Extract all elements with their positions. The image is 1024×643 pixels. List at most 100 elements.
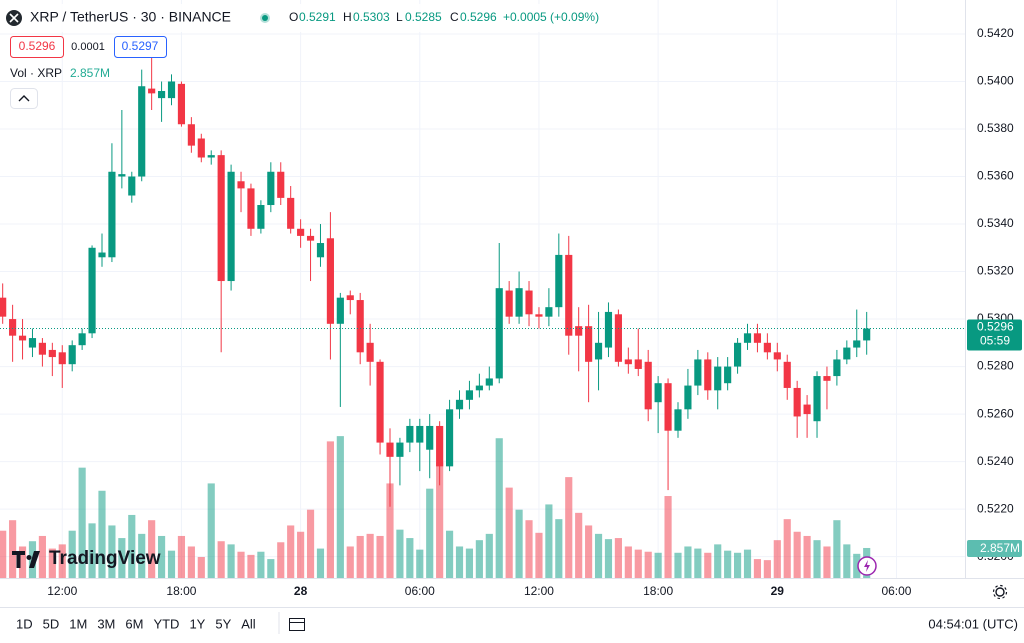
- alert-glyph: [864, 560, 870, 572]
- volume-bar: [366, 533, 374, 578]
- candle-body: [674, 409, 682, 431]
- sell-button[interactable]: [10, 36, 64, 58]
- buy-button[interactable]: [114, 36, 167, 58]
- ohlc-label: H: [343, 10, 352, 24]
- range-button[interactable]: All: [241, 616, 256, 631]
- candle-body: [475, 385, 483, 391]
- volume-bar: [128, 514, 136, 578]
- volume-bar: [78, 467, 86, 578]
- spread: 0.0001: [71, 41, 105, 53]
- volume-bar: [535, 532, 543, 578]
- range-button[interactable]: 6M: [125, 616, 143, 631]
- settings-icon[interactable]: [995, 587, 1005, 597]
- volume-bar: [138, 533, 146, 578]
- candle-body: [604, 311, 613, 348]
- volume-bar: [763, 560, 771, 578]
- logo-text: TradingView: [49, 548, 161, 569]
- candle-body: [525, 290, 533, 315]
- volume-bar: [793, 531, 801, 578]
- volume-legend: Vol · XRP: [10, 66, 62, 80]
- volume-bar: [545, 504, 553, 578]
- candle-body: [803, 404, 811, 415]
- volume-bar: [167, 550, 176, 578]
- candle-body: [326, 238, 334, 324]
- candle-body: [714, 366, 722, 391]
- candle-body: [446, 409, 454, 467]
- candle-body: [465, 390, 474, 400]
- volume-bar: [743, 549, 752, 578]
- symbol-title[interactable]: XRP / TetherUS · 30 · BINANCE: [30, 9, 231, 25]
- candle-body: [813, 376, 821, 422]
- candle-body: [565, 254, 573, 336]
- candle-body: [654, 383, 662, 403]
- ohlc-value: 0.5285: [405, 10, 442, 24]
- candle-body: [515, 288, 523, 317]
- candle-body: [356, 300, 364, 353]
- candle-body: [773, 352, 781, 360]
- range-button[interactable]: 1M: [69, 616, 87, 631]
- y-tick-label: 0.5340: [977, 216, 1014, 230]
- volume-bar: [187, 546, 195, 578]
- candle-body: [237, 181, 245, 189]
- volume-bar: [555, 519, 563, 578]
- candle-body: [267, 171, 275, 206]
- status-dot: [262, 15, 268, 21]
- grid: [0, 0, 965, 578]
- volume-bar: [356, 535, 364, 578]
- candle-body: [624, 359, 632, 365]
- candle-body: [68, 345, 76, 365]
- volume-bar: [0, 530, 7, 578]
- candle-body: [187, 124, 195, 146]
- range-button[interactable]: 1D: [16, 616, 33, 631]
- volume-bar: [38, 535, 46, 578]
- candle-body: [585, 326, 593, 362]
- x-tick-label: 28: [294, 584, 308, 598]
- volume-bar: [803, 535, 811, 578]
- volume-bar: [346, 546, 354, 578]
- range-button[interactable]: YTD: [153, 616, 179, 631]
- clock[interactable]: 04:54:01 (UTC): [928, 616, 1018, 631]
- volume-bar: [227, 544, 235, 578]
- candle-body: [366, 342, 374, 362]
- volume-bar: [217, 541, 225, 578]
- ohlc-label: O: [289, 10, 298, 24]
- range-button[interactable]: 5D: [43, 616, 60, 631]
- volume-bar: [177, 535, 186, 578]
- candle-body: [148, 88, 156, 94]
- volume-bar: [148, 520, 156, 578]
- volume-bar: [634, 549, 642, 578]
- candle-body: [376, 361, 384, 443]
- candle-body: [118, 174, 126, 177]
- x-tick-label: 06:00: [405, 584, 435, 598]
- volume-bar: [426, 488, 434, 578]
- x-tick-label: 12:00: [524, 584, 554, 598]
- sell-price[interactable]: 0.5296: [19, 39, 56, 53]
- volume-bar: [644, 551, 652, 578]
- volume-bar: [207, 483, 215, 578]
- volume-bar: [495, 438, 503, 578]
- candle-body: [138, 86, 146, 177]
- date-range-icon[interactable]: [289, 618, 305, 631]
- candle-body: [644, 361, 652, 410]
- candle-body: [406, 425, 414, 443]
- buy-price[interactable]: 0.5297: [122, 39, 159, 53]
- x-tick-label: 12:00: [47, 584, 77, 598]
- volume-bar: [9, 520, 17, 578]
- ohlc-label: C: [450, 10, 459, 24]
- volume-bar: [694, 548, 702, 578]
- ohlc-change: +0.0005 (+0.09%): [503, 10, 599, 24]
- volume-legend-value: 2.857M: [70, 66, 110, 80]
- settings-icon: [992, 584, 1008, 600]
- range-button[interactable]: 1Y: [189, 616, 205, 631]
- volume-bar: [684, 546, 692, 578]
- volume-bar: [316, 548, 325, 578]
- candle-body: [128, 176, 136, 196]
- volume-bar: [734, 552, 742, 578]
- range-button[interactable]: 3M: [97, 616, 115, 631]
- candle-body: [167, 81, 176, 99]
- candle-body: [664, 383, 672, 431]
- candle-body: [843, 347, 851, 360]
- range-button[interactable]: 5Y: [215, 616, 231, 631]
- collapse-button[interactable]: [10, 88, 38, 109]
- candle-body: [684, 385, 692, 410]
